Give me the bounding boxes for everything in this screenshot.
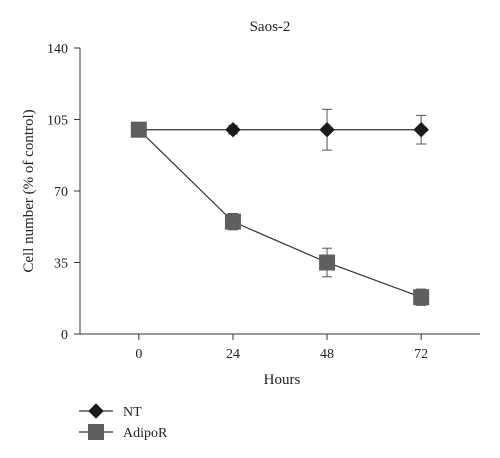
y-tick-label: 140 — [47, 42, 68, 57]
x-axis-label: Hours — [264, 372, 301, 388]
data-point — [413, 122, 429, 138]
x-tick-label: 0 — [135, 347, 142, 362]
legend-label: AdipoR — [123, 426, 168, 441]
data-point — [130, 121, 147, 138]
series-layer — [130, 108, 430, 306]
legend-item-nt: NT — [79, 403, 142, 420]
data-point — [224, 213, 241, 230]
data-point — [319, 254, 336, 271]
y-tick-label: 0 — [61, 328, 68, 343]
data-point — [413, 289, 430, 306]
legend-marker — [88, 424, 104, 440]
x-tick-label: 24 — [226, 347, 240, 362]
legend-label: NT — [123, 405, 142, 420]
legend-marker — [88, 403, 104, 419]
data-point — [319, 122, 335, 138]
y-tick-label: 35 — [54, 257, 68, 272]
y-ticks: 0 35 70 105 140 — [47, 42, 80, 343]
series-nt — [131, 108, 429, 151]
legend: NT AdipoR — [79, 403, 168, 441]
x-tick-label: 48 — [320, 347, 334, 362]
series-line — [138, 129, 422, 298]
y-tick-label: 105 — [47, 114, 68, 129]
legend-item-adipor: AdipoR — [79, 424, 168, 441]
series-adipor — [130, 121, 430, 306]
y-tick-label: 70 — [54, 185, 68, 200]
y-axis-label: Cell number (% of control) — [21, 109, 37, 272]
x-tick-label: 72 — [414, 347, 428, 362]
chart-title: Saos-2 — [250, 19, 291, 35]
data-point — [225, 122, 241, 138]
x-ticks: 0 24 48 72 — [135, 334, 428, 362]
